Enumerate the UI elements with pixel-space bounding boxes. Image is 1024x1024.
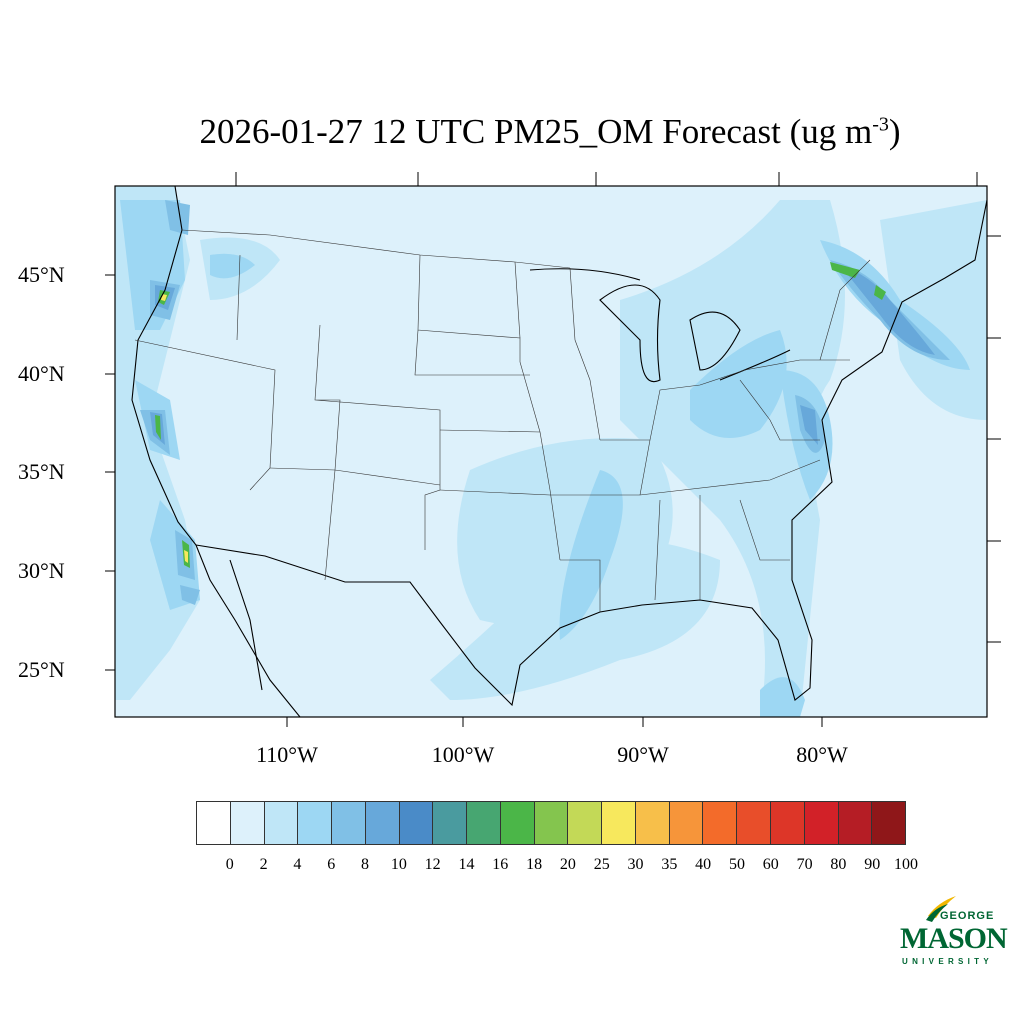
colorbar-swatch — [467, 802, 501, 844]
colorbar-label: 4 — [293, 856, 302, 873]
colorbar-swatch — [298, 802, 333, 844]
lon-label: 110°W — [256, 742, 318, 767]
colorbar-swatch — [264, 802, 299, 844]
map-title: 2026-01-27 12 UTC PM25_OM Forecast (ug m… — [0, 112, 1024, 152]
george-mason-logo: GEORGE MASON UNIVERSITY — [898, 896, 1008, 970]
colorbar-label: 12 — [424, 856, 441, 873]
colorbar-swatch — [737, 802, 772, 844]
colorbar-label: 40 — [695, 856, 712, 873]
colorbar-swatch — [602, 802, 636, 844]
lon-label: 90°W — [617, 742, 669, 767]
colorbar-swatch — [500, 802, 535, 844]
lat-label: 35°N — [18, 459, 65, 484]
colorbar-label: 25 — [593, 856, 610, 873]
colorbar-label: 20 — [559, 856, 576, 873]
colorbar-label: 16 — [492, 856, 509, 873]
lat-label: 40°N — [18, 361, 65, 386]
colorbar-label: 14 — [458, 856, 475, 873]
concentration-field — [115, 186, 987, 717]
state-borders — [134, 229, 871, 612]
colorbar-swatch — [635, 802, 670, 844]
colorbar-label: 60 — [762, 856, 779, 873]
colorbar-swatch — [433, 802, 468, 844]
lat-label: 25°N — [18, 657, 65, 682]
colorbar-label: 80 — [830, 856, 847, 873]
colorbar-label: 18 — [526, 856, 543, 873]
colorbar-label: 30 — [627, 856, 644, 873]
lat-label: 30°N — [18, 558, 65, 583]
colorbar-swatch — [197, 802, 231, 844]
colorbar-label: 90 — [864, 856, 881, 873]
colorbar-swatch — [230, 802, 265, 844]
colorbar-label: 10 — [390, 856, 407, 873]
colorbar — [196, 801, 906, 845]
map-frame — [114, 185, 988, 718]
colorbar-swatch — [872, 802, 906, 844]
lat-label: 45°N — [18, 262, 65, 287]
title-text: 2026-01-27 12 UTC PM25_OM Forecast (ug m — [199, 112, 873, 151]
colorbar-swatch — [838, 802, 873, 844]
logo-text-main: MASON — [900, 922, 1008, 955]
colorbar-label: 100 — [894, 856, 918, 873]
coastlines — [131, 186, 987, 717]
lon-label: 80°W — [796, 742, 848, 767]
colorbar-swatch — [365, 802, 400, 844]
colorbar-label: 0 — [225, 856, 234, 873]
logo-text-top: GEORGE — [940, 910, 995, 922]
axis-ticks — [105, 172, 1001, 727]
colorbar-swatch — [399, 802, 434, 844]
colorbar-swatch — [534, 802, 569, 844]
colorbar-swatch — [771, 802, 805, 844]
colorbar-label: 70 — [796, 856, 813, 873]
lon-label: 100°W — [431, 742, 495, 767]
colorbar-label: 2 — [259, 856, 268, 873]
colorbar-label: 6 — [327, 856, 336, 873]
title-close: ) — [888, 112, 901, 151]
title-exponent: -3 — [872, 113, 889, 136]
colorbar-swatch — [703, 802, 738, 844]
logo-text-bottom: UNIVERSITY — [902, 957, 994, 966]
colorbar-swatch — [669, 802, 704, 844]
colorbar-swatch — [804, 802, 839, 844]
colorbar-label: 35 — [661, 856, 678, 873]
colorbar-swatch — [332, 802, 366, 844]
colorbar-label: 8 — [361, 856, 370, 873]
colorbar-label: 50 — [728, 856, 745, 873]
colorbar-swatch — [568, 802, 603, 844]
logo-swoosh-icon — [926, 896, 956, 922]
